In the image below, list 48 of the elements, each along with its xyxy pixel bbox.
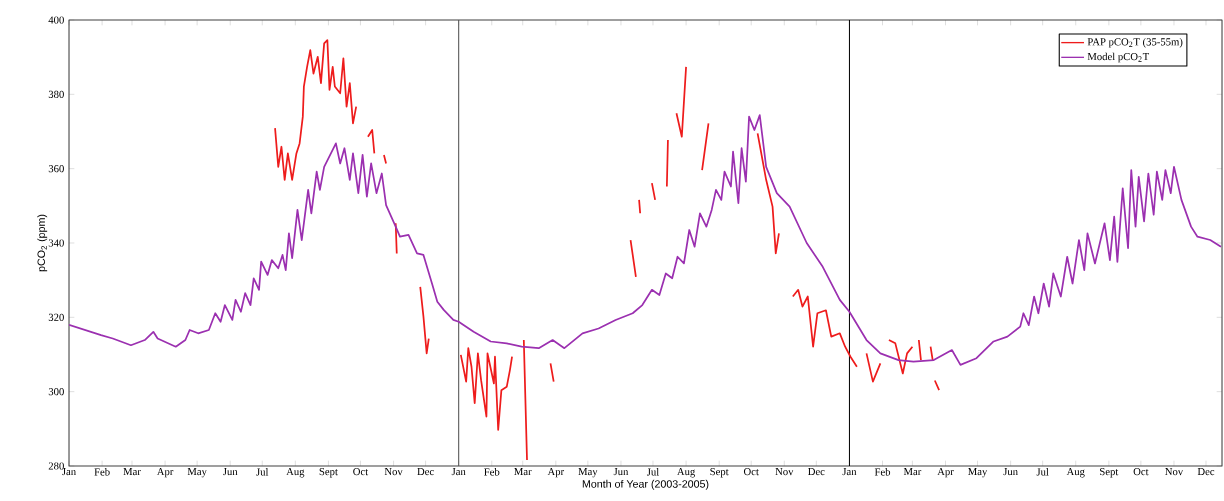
- x-tick-label: Feb: [94, 468, 110, 476]
- x-tick-label: Jul: [646, 468, 659, 476]
- x-tick-label: May: [968, 468, 988, 478]
- y-tick-label: 340: [48, 239, 64, 247]
- x-tick-label: Sept: [710, 468, 729, 478]
- y-tick-label: 320: [48, 313, 64, 321]
- x-tick-label: Aug: [1066, 468, 1085, 478]
- x-tick-label: Aug: [286, 468, 305, 478]
- x-tick-label: Dec: [1197, 468, 1215, 476]
- y-tick-label: 300: [48, 388, 64, 396]
- x-tick-label: Jun: [223, 468, 238, 476]
- x-tick-label: Apr: [547, 468, 565, 478]
- legend-label: PAP pCO$_{2}$T (35-55m): [1087, 37, 1183, 48]
- x-tick-label: Oct: [743, 468, 759, 476]
- x-tick-label: Jan: [842, 468, 857, 476]
- legend-label: Model pCO$_{2}$T: [1087, 52, 1150, 63]
- x-tick-label: Dec: [417, 468, 434, 476]
- x-tick-label: May: [578, 468, 598, 478]
- line-series: [69, 114, 1222, 366]
- x-tick-label: Jan: [62, 468, 76, 476]
- x-tick-label: Sept: [1100, 468, 1119, 478]
- x-tick-label: Apr: [156, 468, 174, 478]
- x-tick-label: Aug: [677, 468, 696, 478]
- x-tick-label: Jul: [256, 468, 269, 476]
- x-tick-label: Nov: [775, 468, 794, 476]
- x-tick-label: Jul: [1036, 468, 1049, 476]
- x-tick-label: Jun: [1003, 468, 1018, 476]
- x-tick-label: Apr: [937, 468, 954, 478]
- x-tick-label: Nov: [1165, 468, 1184, 476]
- y-tick-label: 360: [48, 165, 64, 173]
- x-tick-label: Mar: [514, 468, 532, 476]
- y-axis-title: pCO$_{2}$ (ppm): [37, 214, 48, 272]
- x-tick-label: Nov: [384, 468, 403, 476]
- x-tick-label: Mar: [123, 468, 141, 476]
- x-tick-label: Feb: [874, 468, 891, 476]
- y-tick-label: 380: [48, 90, 64, 98]
- x-tick-label: Dec: [808, 468, 825, 476]
- x-tick-label: May: [187, 468, 207, 478]
- x-tick-label: Oct: [1133, 468, 1149, 476]
- x-tick-label: Oct: [353, 468, 369, 476]
- x-tick-label: Sept: [319, 468, 338, 478]
- x-tick-label: Feb: [484, 468, 500, 476]
- y-tick-label: 280: [48, 462, 64, 470]
- y-tick-label: 400: [48, 16, 64, 24]
- x-tick-label: Jan: [451, 468, 466, 476]
- x-axis-title: Month of Year (2003-2005): [582, 479, 709, 490]
- x-tick-label: Mar: [903, 468, 922, 476]
- x-tick-label: Jun: [613, 468, 629, 476]
